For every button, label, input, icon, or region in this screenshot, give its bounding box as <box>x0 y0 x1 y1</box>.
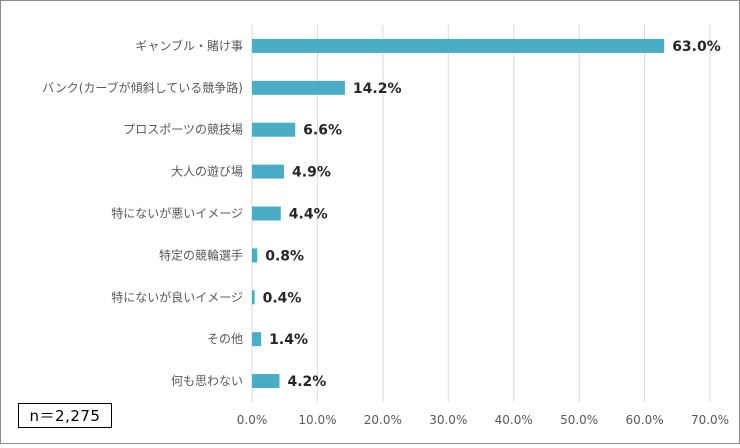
x-tick-label: 30.0% <box>429 413 467 427</box>
category-label: 特にないが悪いイメージ <box>111 206 243 221</box>
category-label: 特定の競輪選手 <box>159 247 243 262</box>
bar <box>252 332 262 347</box>
category-label: ギャンブル・賭け事 <box>135 38 243 53</box>
bar <box>252 38 665 53</box>
bar <box>252 290 255 305</box>
data-label: 0.4% <box>263 290 302 306</box>
category-label: 特にないが良いイメージ <box>111 289 243 304</box>
bar <box>252 206 281 221</box>
category-label: バンク(カーブが傾斜している競争路) <box>42 80 243 95</box>
data-label: 4.4% <box>289 207 328 223</box>
category-label: プロスポーツの競技場 <box>123 122 243 137</box>
x-tick-label: 60.0% <box>626 413 664 427</box>
category-label: 大人の遊び場 <box>171 164 243 179</box>
bar <box>252 80 345 95</box>
category-label: 何も思わない <box>171 374 243 388</box>
x-axis-tick-labels: 0.0% 10.0% 20.0% 30.0% 40.0% 50.0% 60.0% 70.0% <box>237 413 729 427</box>
data-label: 0.8% <box>265 248 304 264</box>
data-label: 1.4% <box>269 332 308 348</box>
sample-size-annotation: n＝2,275 <box>18 403 112 428</box>
data-label: 14.2% <box>353 81 402 97</box>
x-tick-label: 20.0% <box>364 413 402 427</box>
bars <box>252 38 665 389</box>
x-tick-label: 10.0% <box>298 413 336 427</box>
bar <box>252 374 280 389</box>
x-tick-label: 70.0% <box>691 413 729 427</box>
data-label: 63.0% <box>672 39 721 55</box>
bar <box>252 248 258 263</box>
bar <box>252 164 285 179</box>
x-tick-label: 0.0% <box>237 413 268 427</box>
data-label: 6.6% <box>303 123 342 139</box>
data-label: 4.2% <box>287 374 326 390</box>
data-labels: 63.0% 14.2% 6.6% 4.9% 4.4% 0.8% 0.4% 1.4% 4.2% <box>263 39 721 390</box>
bar <box>252 122 296 137</box>
category-label: その他 <box>207 332 243 346</box>
x-tick-label: 50.0% <box>560 413 598 427</box>
x-tick-label: 40.0% <box>495 413 533 427</box>
data-label: 4.9% <box>292 165 331 181</box>
